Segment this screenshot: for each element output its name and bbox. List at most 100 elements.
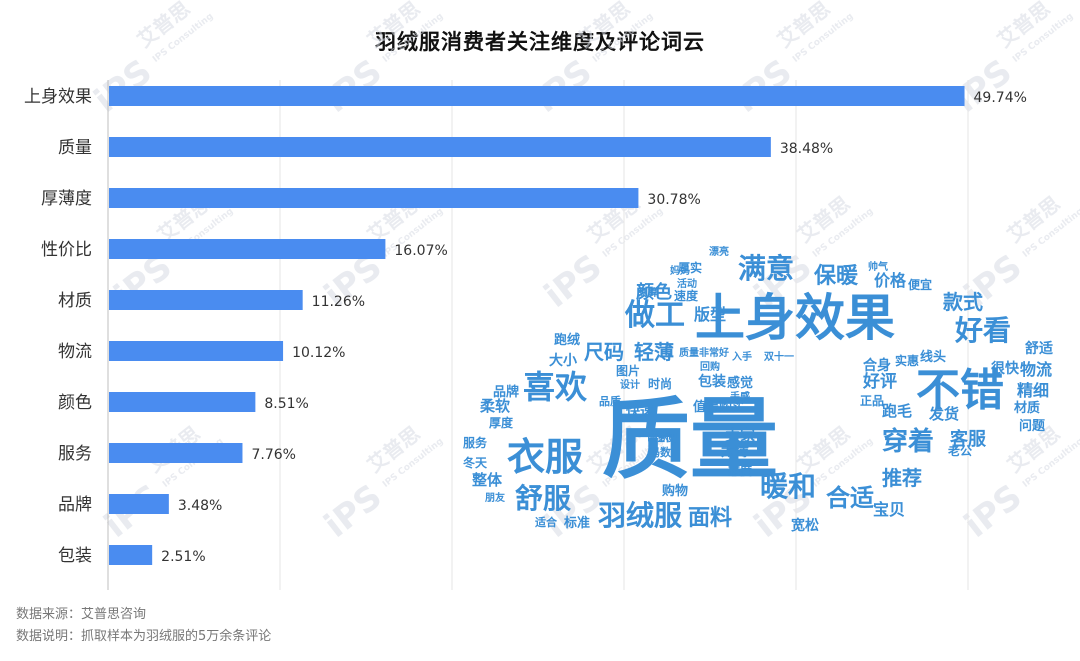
- wordcloud-word: 舒服: [515, 482, 572, 515]
- wordcloud-word: 态度: [728, 463, 753, 478]
- wordcloud-word: 老公: [948, 443, 972, 458]
- wordcloud-word: 双十一: [764, 350, 794, 363]
- category-label: 服务: [58, 444, 92, 464]
- wordcloud-word: 手感: [730, 390, 750, 403]
- wordcloud-word: 回购: [700, 360, 720, 373]
- wordcloud-word: 质量: [602, 388, 778, 491]
- wordcloud-word: 大小: [549, 352, 577, 369]
- value-label: 30.78%: [647, 192, 700, 208]
- wordcloud-word: 很快: [991, 360, 1020, 377]
- wordcloud-word: 卖家: [725, 426, 755, 444]
- wordcloud-word: 购物: [662, 483, 688, 499]
- wordcloud-word: 宝贝: [873, 500, 905, 519]
- bar: [109, 239, 386, 259]
- bar-series: [109, 86, 965, 565]
- wordcloud-word: 不错: [916, 365, 1004, 416]
- footer: 数据来源：艾普思咨询 数据说明：抓取样本为羽绒服的5万余条评论: [16, 604, 271, 648]
- wordcloud-word: 时尚: [648, 376, 672, 391]
- wordcloud-word: 柔软: [480, 397, 510, 415]
- svg-text:艾普思: 艾普思: [793, 191, 855, 247]
- wordcloud-word: 喜欢: [523, 368, 588, 406]
- wordcloud-word: 合身: [863, 357, 891, 374]
- value-label: 7.76%: [251, 447, 295, 463]
- wordcloud-word: 物流: [1020, 360, 1052, 379]
- wordcloud-word: 太薄: [721, 443, 749, 460]
- footer-note: 数据说明：抓取样本为羽绒服的5万余条评论: [16, 629, 272, 644]
- wordcloud-word: 版型: [693, 305, 726, 324]
- wordcloud-word: 便宜: [908, 277, 932, 292]
- wordcloud-word: 活动: [677, 277, 697, 290]
- wordcloud-word: 冬天: [463, 455, 488, 470]
- wordcloud-word: 轻薄: [634, 340, 674, 364]
- wordcloud-word: 轻便: [653, 429, 678, 444]
- wordcloud-word: 适合: [535, 515, 558, 529]
- wordcloud-word: 厚度: [489, 415, 514, 430]
- svg-text:艾普思: 艾普思: [993, 0, 1055, 52]
- wordcloud-word: 上身效果: [695, 289, 895, 347]
- svg-text:iPS: iPS: [537, 247, 610, 316]
- wordcloud-word: 值得购买: [693, 399, 745, 415]
- wordcloud-word: 颜色: [636, 281, 672, 303]
- value-label: 11.26%: [312, 294, 365, 310]
- svg-text:艾普思: 艾普思: [1003, 191, 1065, 247]
- wordcloud-word: 客服: [950, 428, 987, 450]
- wordcloud-word: 标准: [563, 515, 590, 531]
- wordcloud-word: 跑毛: [882, 402, 912, 420]
- wordcloud-word: 价格: [874, 271, 907, 290]
- bar: [109, 494, 169, 514]
- category-label: 品牌: [58, 495, 92, 515]
- value-label: 49.74%: [974, 90, 1027, 106]
- wordcloud-word: 满意: [738, 252, 794, 285]
- category-label: 上身效果: [24, 87, 92, 107]
- wordcloud-word: 实惠: [895, 353, 919, 368]
- value-label: 8.51%: [264, 396, 308, 412]
- wordcloud-word: 品质: [599, 394, 621, 408]
- wordcloud-word: 材质: [1014, 400, 1040, 416]
- wordcloud-word: 暖和: [760, 470, 816, 503]
- wordcloud-word: 好看: [954, 314, 1011, 347]
- wordcloud-word: 舒适: [1025, 340, 1053, 357]
- value-label: 10.12%: [292, 345, 345, 361]
- grid-lines: [279, 80, 969, 590]
- wordcloud-word: 商家: [647, 429, 670, 443]
- category-label: 质量: [58, 138, 92, 158]
- wordcloud-word: 合适: [826, 484, 874, 512]
- wordcloud-word: 做工: [624, 298, 685, 333]
- wordcloud-word: 服务: [463, 435, 488, 450]
- wordcloud-word: 图片: [616, 363, 640, 378]
- category-label: 性价比: [41, 240, 92, 260]
- wordcloud-word: 线头: [920, 349, 946, 365]
- wordcloud-word: 问题: [1019, 418, 1046, 434]
- wordcloud-word: 感觉: [727, 375, 753, 391]
- wordcloud-word: 整体: [472, 471, 503, 489]
- wordcloud-word: 好评: [862, 371, 897, 392]
- wordcloud-word: 尺码: [584, 340, 624, 364]
- value-label: 2.51%: [161, 549, 205, 565]
- wordcloud-word: 质量非常好: [679, 346, 729, 359]
- wordcloud-word: 妈妈: [670, 264, 690, 277]
- wordcloud-word: 帅气: [868, 260, 888, 273]
- category-label: 材质: [58, 291, 92, 311]
- category-label: 物流: [58, 342, 92, 362]
- wordcloud-word: 入手: [732, 350, 752, 363]
- chart-title: 羽绒服消费者关注维度及评论词云: [375, 30, 705, 54]
- bar: [109, 545, 153, 565]
- value-labels: 49.74% 38.48% 30.78% 16.07% 11.26% 10.12% 8.51…: [161, 90, 1027, 565]
- svg-text:iPS: iPS: [317, 477, 390, 546]
- wordcloud-word: 穿着: [882, 426, 934, 457]
- wordcloud-word: 包装: [698, 373, 727, 390]
- wordcloud-word: 发货: [928, 405, 959, 423]
- wordcloud-word: 精细: [1017, 381, 1049, 400]
- bar: [109, 290, 303, 310]
- value-label: 38.48%: [780, 141, 833, 157]
- wordcloud-word: 码数: [649, 445, 672, 459]
- bar: [109, 341, 284, 361]
- bar: [109, 392, 256, 412]
- wordcloud-word: 设计: [620, 378, 640, 391]
- svg-text:艾普思: 艾普思: [363, 421, 425, 477]
- wordcloud-word: 推荐: [882, 466, 922, 490]
